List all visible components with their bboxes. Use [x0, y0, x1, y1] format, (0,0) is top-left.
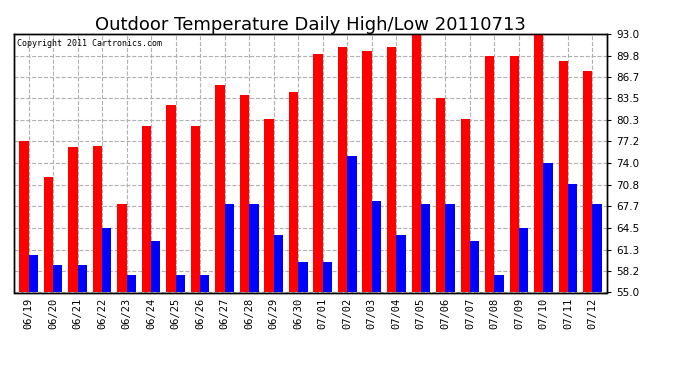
Bar — [445, 204, 455, 292]
Bar — [240, 95, 249, 292]
Bar — [28, 255, 38, 292]
Bar — [166, 105, 176, 292]
Bar — [470, 242, 479, 292]
Title: Outdoor Temperature Daily High/Low 20110713: Outdoor Temperature Daily High/Low 20110… — [95, 16, 526, 34]
Bar — [117, 204, 126, 292]
Bar — [289, 92, 298, 292]
Bar — [534, 34, 544, 292]
Bar — [544, 163, 553, 292]
Bar — [436, 98, 445, 292]
Bar — [176, 276, 185, 292]
Bar — [142, 126, 151, 292]
Bar — [387, 47, 396, 292]
Bar — [77, 265, 87, 292]
Bar — [568, 183, 578, 292]
Bar — [593, 204, 602, 292]
Bar — [200, 276, 210, 292]
Bar — [191, 126, 200, 292]
Bar — [102, 228, 111, 292]
Bar — [43, 177, 53, 292]
Bar — [323, 262, 332, 292]
Text: Copyright 2011 Cartronics.com: Copyright 2011 Cartronics.com — [17, 39, 161, 48]
Bar — [298, 262, 308, 292]
Bar — [53, 265, 62, 292]
Bar — [583, 71, 593, 292]
Bar — [68, 147, 77, 292]
Bar — [411, 34, 421, 292]
Bar — [274, 235, 283, 292]
Bar — [421, 204, 430, 292]
Bar — [510, 56, 519, 292]
Bar — [151, 242, 161, 292]
Bar — [362, 51, 372, 292]
Bar — [495, 276, 504, 292]
Bar — [215, 85, 225, 292]
Bar — [126, 276, 136, 292]
Bar — [460, 119, 470, 292]
Bar — [225, 204, 234, 292]
Bar — [92, 146, 102, 292]
Bar — [559, 61, 568, 292]
Bar — [264, 119, 274, 292]
Bar — [485, 56, 495, 292]
Bar — [372, 201, 381, 292]
Bar — [519, 228, 529, 292]
Bar — [19, 141, 28, 292]
Bar — [313, 54, 323, 292]
Bar — [338, 47, 347, 292]
Bar — [249, 204, 259, 292]
Bar — [347, 156, 357, 292]
Bar — [396, 235, 406, 292]
